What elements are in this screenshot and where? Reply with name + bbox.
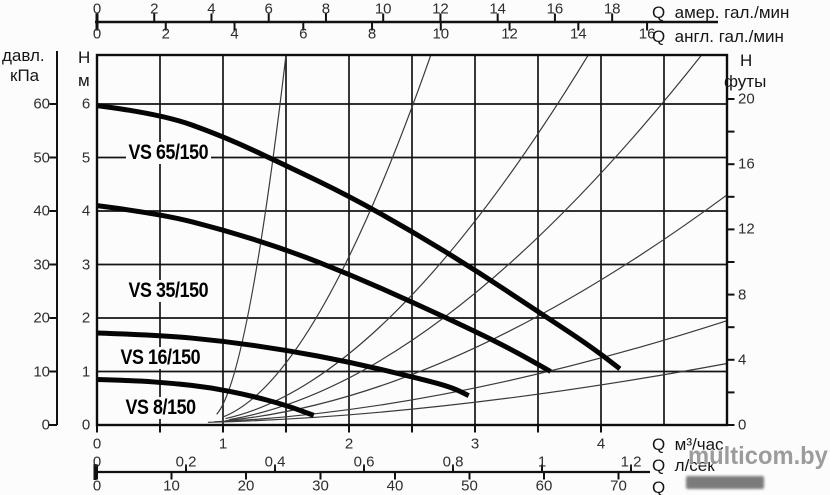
feet-axis-title-line1: H [740,51,753,70]
tick-uk-gpm: 6 [299,25,308,43]
tick-ls: 0 [92,453,102,471]
tick-lmin: 50 [461,477,478,495]
curve-label-vs-8-150: VS 8/150 [123,396,199,420]
tick-feet: 4 [738,351,747,369]
m3h-axis [96,425,602,433]
pump-curve [96,203,552,374]
watermark-text: multicom.by [688,442,828,470]
tick-m3h: 1 [218,435,228,453]
tick-ls: 1,2 [620,453,642,471]
tick-us-gpm: 14 [489,0,507,18]
tick-uk-gpm: 14 [569,25,587,43]
tick-uk-gpm: 8 [367,25,377,43]
tick-us-gpm: 8 [321,0,331,18]
tick-head-m: 4 [81,202,91,220]
tick-kpa: 0 [41,416,50,434]
tick-lmin: 40 [386,477,404,495]
tick-feet: 8 [738,286,747,304]
us-gpm-axis-unit: Q амер. гал./мин [652,3,790,22]
uk-gpm-axis-unit: Q англ. гал./мин [652,27,784,46]
tick-uk-gpm: 2 [161,25,170,43]
tick-kpa: 40 [33,202,50,220]
pressure-axis-title-line1: давл. [2,46,45,65]
tick-lmin: 70 [610,477,627,495]
feet-axis-title-line2: футы [724,72,767,91]
tick-kpa: 20 [33,309,50,327]
tick-uk-gpm: 16 [638,25,656,43]
watermark-block [686,476,764,489]
tick-head-m: 0 [81,416,91,434]
tick-us-gpm: 0 [92,0,102,18]
tick-uk-gpm: 4 [230,25,239,43]
pump-curve [96,103,622,371]
tick-kpa: 50 [33,149,50,166]
kpa-axis [48,51,58,426]
tick-m3h: 4 [596,435,606,453]
grid [97,55,727,425]
tick-ls: 0,4 [264,453,286,471]
top-gallon-axis [95,13,718,31]
tick-head-m: 6 [81,95,91,113]
tick-m3h: 2 [344,435,354,453]
tick-ls: 0,8 [442,453,464,471]
tick-head-m: 1 [81,363,91,380]
pump-curve [96,377,315,418]
tick-us-gpm: 16 [546,0,564,18]
curve-label-vs-65-150: VS 65/150 [126,141,211,165]
tick-head-m: 2 [81,309,91,327]
tick-uk-gpm: 12 [501,25,518,43]
tick-us-gpm: 6 [264,0,273,18]
lmin-axis-unit: Q [652,478,666,495]
tick-lmin: 10 [163,477,180,495]
tick-feet: 20 [738,90,755,108]
tick-us-gpm: 12 [432,0,449,18]
tick-kpa: 10 [33,363,50,380]
tick-kpa: 30 [33,256,50,273]
tick-uk-gpm: 10 [432,25,450,43]
curve-label-vs-35-150: VS 35/150 [126,279,211,303]
ls-axis-unit: Q л/сек [652,456,715,475]
tick-kpa: 60 [33,95,50,113]
tick-feet: 12 [738,220,755,238]
m3h-axis-unit: Q м³/час [652,435,724,454]
tick-lmin: 60 [535,477,553,495]
pressure-axis-title-line2: кПа [10,66,40,85]
head-axis-title-line1: H [78,48,91,67]
tick-lmin: 0 [92,477,102,495]
curve-label-vs-16-150: VS 16/150 [118,346,203,370]
tick-uk-gpm: 0 [92,25,102,43]
tick-ls: 0,6 [353,453,375,471]
tick-head-m: 3 [81,256,91,273]
tick-lmin: 20 [237,477,255,495]
tick-m3h: 0 [92,435,102,453]
tick-us-gpm: 2 [150,0,159,18]
ls-lmin-axis [93,464,650,480]
tick-feet: 16 [738,155,755,173]
tick-us-gpm: 4 [207,0,216,18]
system-curves [207,54,728,423]
tick-m3h: 3 [470,435,480,453]
tick-head-m: 5 [81,149,91,166]
tick-lmin: 30 [312,477,329,495]
tick-us-gpm: 18 [603,0,621,18]
tick-ls: 0,2 [175,453,197,471]
feet-axis [727,98,735,426]
tick-ls: 1 [537,453,547,471]
tick-feet: 0 [738,416,747,434]
tick-us-gpm: 10 [374,0,392,18]
pump-curve [96,330,470,398]
head-axis-title-line2: м [78,71,90,90]
pump-curves [96,103,622,418]
